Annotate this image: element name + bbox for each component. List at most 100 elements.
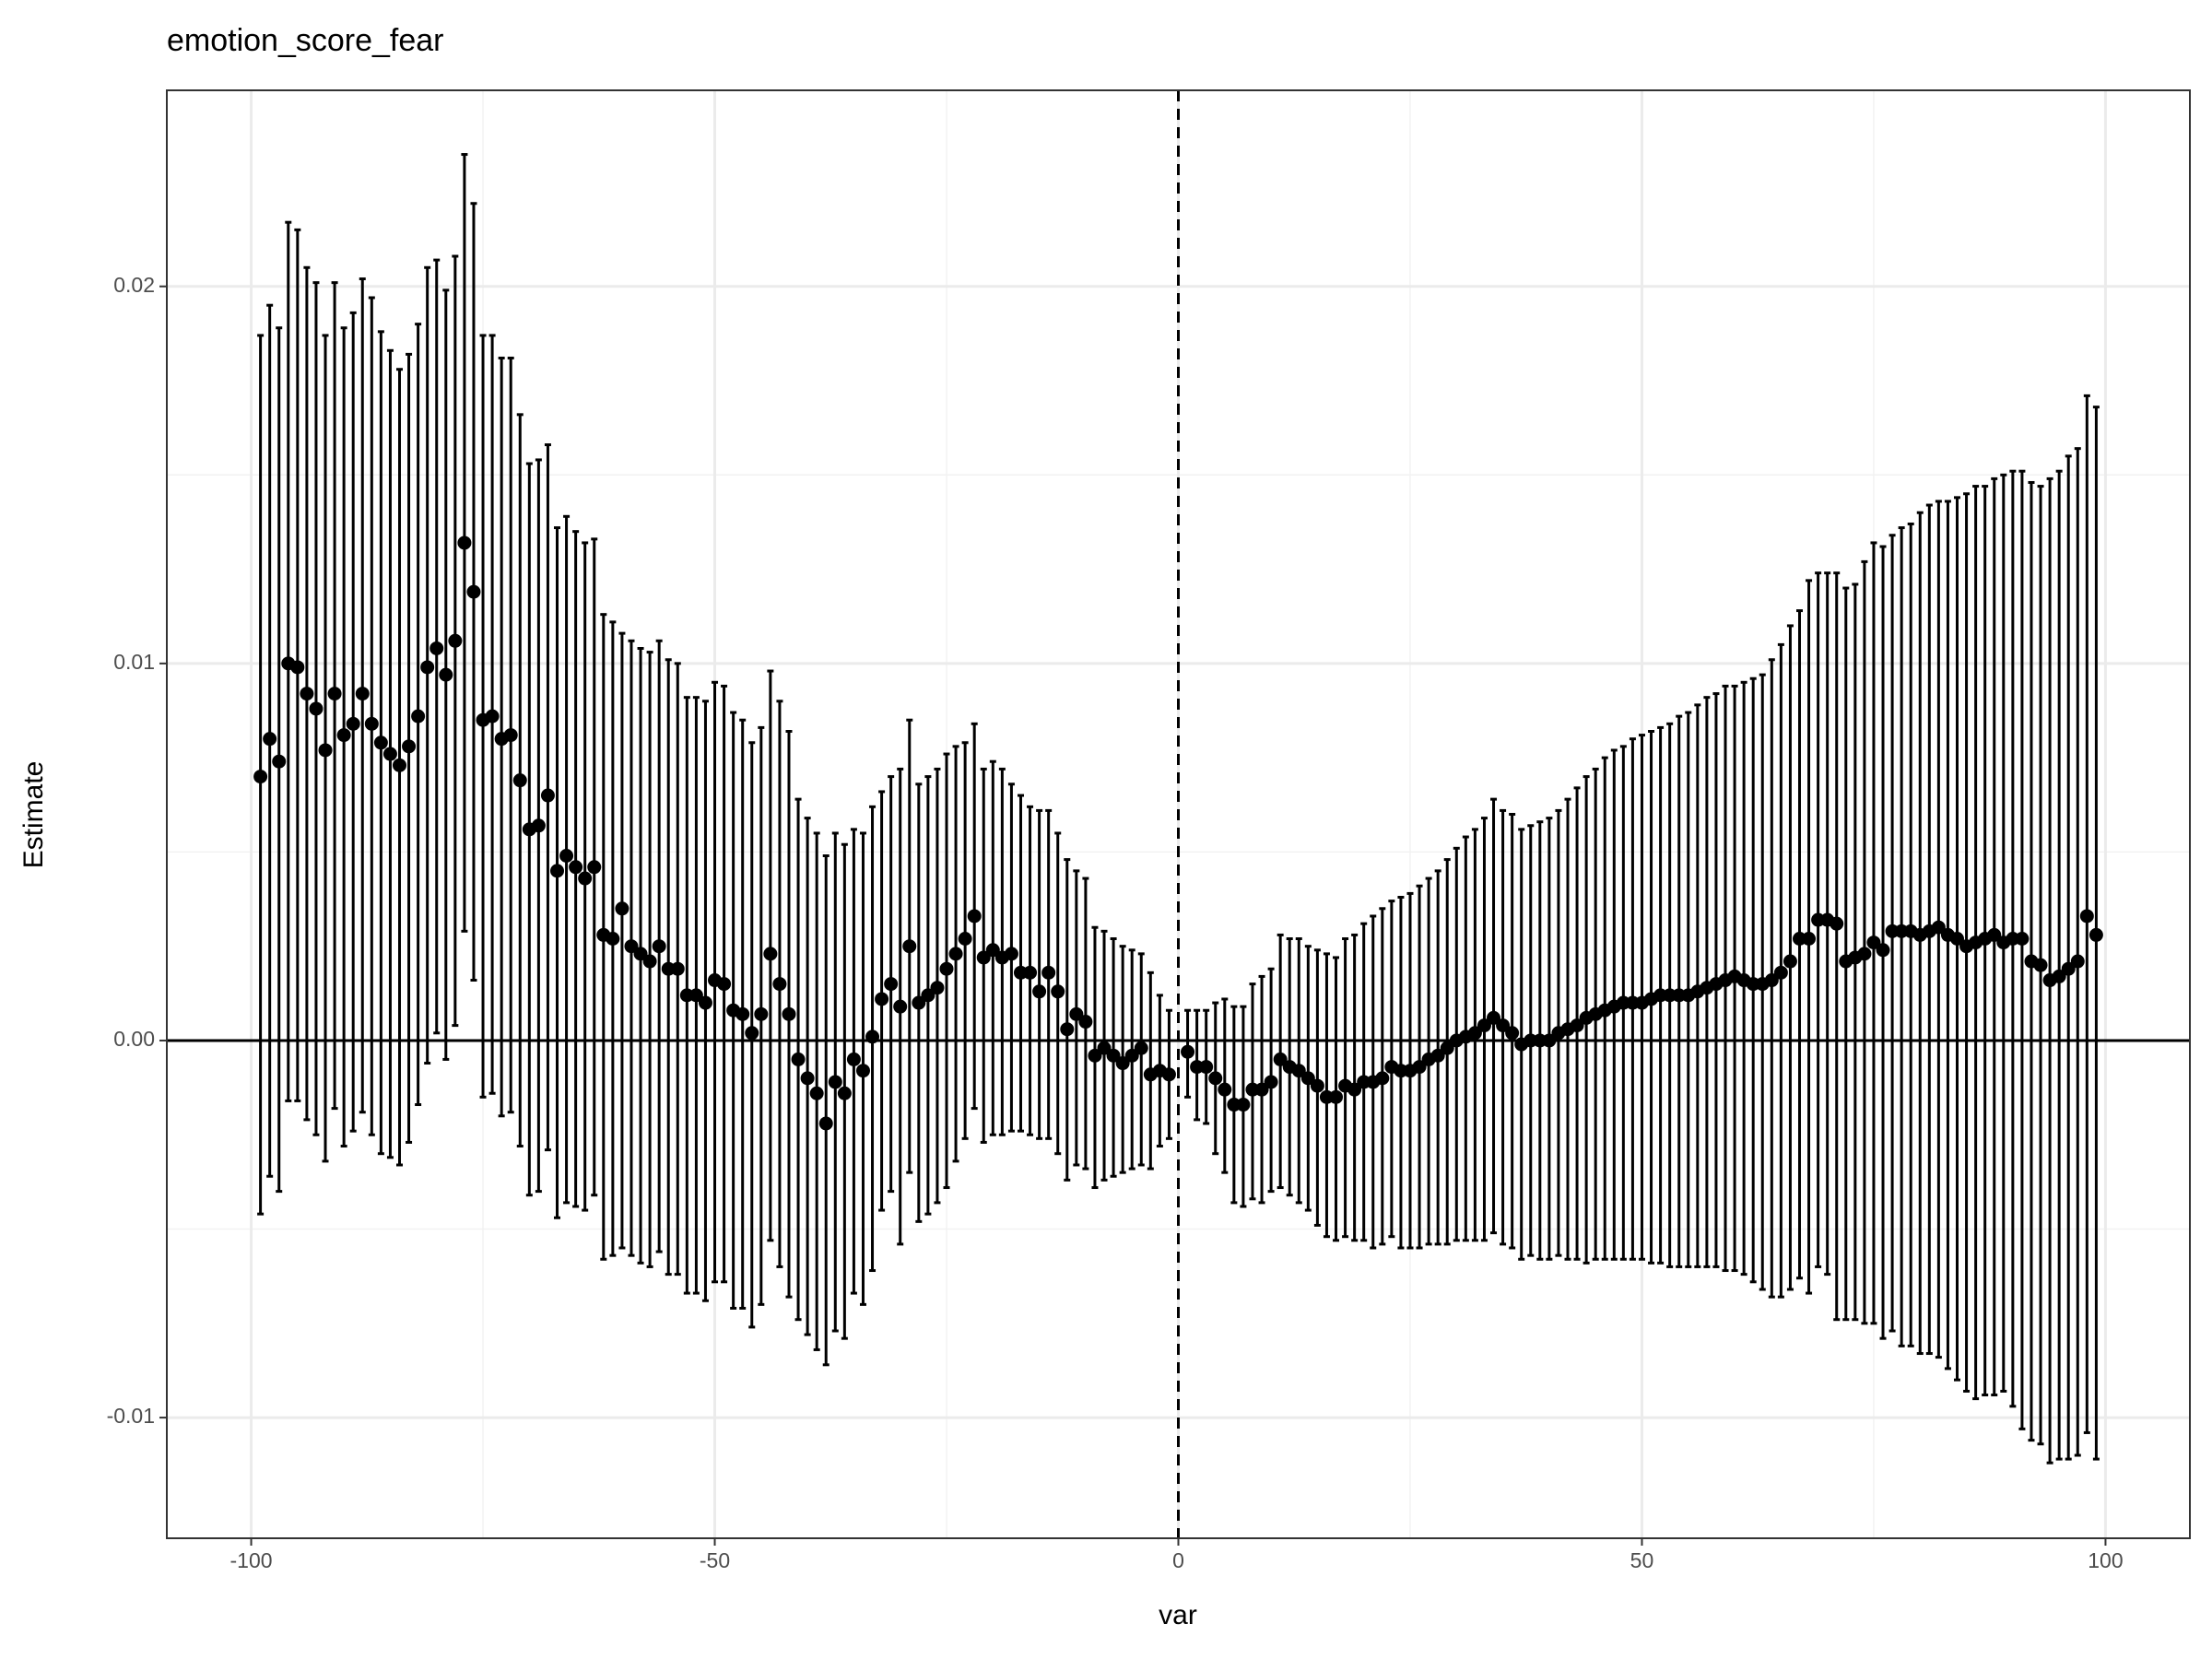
point: [1329, 1089, 1344, 1104]
point: [503, 728, 518, 743]
y-tick-label: 0.01: [113, 650, 155, 674]
point: [670, 961, 685, 976]
point: [569, 860, 583, 875]
point: [1950, 932, 1965, 947]
point: [2070, 954, 2085, 969]
error-bar: [1870, 541, 1877, 1325]
point: [633, 947, 648, 961]
point: [1078, 1015, 1093, 1030]
point: [865, 1030, 880, 1044]
point: [624, 939, 639, 954]
point: [884, 977, 899, 992]
point: [253, 770, 268, 784]
point: [791, 1052, 806, 1066]
point: [809, 1086, 824, 1100]
point: [1487, 1010, 1501, 1025]
point: [1134, 1041, 1148, 1055]
point: [642, 954, 657, 969]
error-bar: [2000, 473, 2007, 1393]
point: [559, 849, 574, 864]
point: [2015, 932, 2030, 947]
error-bar: [1137, 952, 1145, 1167]
point: [1254, 1082, 1269, 1097]
point: [606, 932, 620, 947]
point: [392, 758, 406, 772]
point: [1273, 1052, 1288, 1066]
point: [263, 732, 277, 747]
x-tick-label: -100: [230, 1548, 273, 1572]
point: [615, 901, 629, 916]
point: [309, 701, 324, 716]
point: [466, 584, 481, 599]
error-bar: [1861, 559, 1868, 1325]
error-bar: [2074, 447, 2081, 1457]
point: [912, 995, 926, 1010]
error-bar: [2055, 469, 2063, 1461]
marks: [167, 90, 2190, 1538]
point: [921, 988, 935, 1003]
x-tick-label: 0: [1172, 1548, 1184, 1572]
point: [1802, 932, 1817, 947]
point: [1069, 1006, 1084, 1021]
point: [290, 660, 305, 675]
point: [1300, 1071, 1315, 1086]
point: [1505, 1026, 1520, 1041]
point: [1412, 1060, 1427, 1075]
x-tick-label: 50: [1630, 1548, 1654, 1572]
point: [1264, 1075, 1278, 1089]
point: [420, 660, 435, 675]
point: [1004, 947, 1018, 961]
point: [1181, 1044, 1195, 1059]
error-bar: [1064, 858, 1071, 1182]
point: [1764, 973, 1779, 988]
point: [1115, 1056, 1130, 1071]
point: [735, 1006, 750, 1021]
point: [373, 735, 388, 750]
error-bar: [1017, 794, 1024, 1133]
point: [318, 743, 333, 758]
axes: -100 -50 0 50 100 -0.01 0.00 0.01 0.02: [107, 273, 2124, 1572]
point: [800, 1071, 815, 1086]
error-bar: [2046, 477, 2053, 1465]
point: [846, 1052, 861, 1066]
point: [1032, 984, 1047, 999]
point: [1051, 984, 1065, 999]
point: [1570, 1018, 1584, 1033]
point: [967, 909, 982, 924]
x-tick-label: -50: [700, 1548, 730, 1572]
point: [976, 950, 991, 965]
point: [652, 939, 666, 954]
point: [1430, 1048, 1445, 1063]
error-bar: [618, 631, 626, 1250]
point: [346, 716, 360, 731]
point: [2033, 958, 2048, 972]
point: [782, 1006, 796, 1021]
point: [355, 687, 370, 701]
point: [1857, 947, 1872, 961]
point: [1440, 1041, 1454, 1055]
point: [327, 687, 342, 701]
point: [2079, 909, 2094, 924]
point: [1477, 1018, 1491, 1033]
point: [875, 992, 889, 1006]
point: [512, 773, 527, 788]
point: [2052, 969, 2066, 983]
point: [411, 709, 426, 724]
point: [717, 977, 732, 992]
x-axis-label: var: [1159, 1600, 1197, 1630]
point: [1023, 965, 1038, 980]
point: [1208, 1071, 1223, 1086]
point: [902, 939, 917, 954]
error-bar: [1842, 586, 1850, 1322]
point: [698, 995, 712, 1010]
point: [1088, 1048, 1102, 1063]
point: [1097, 1041, 1112, 1055]
point: [1161, 1067, 1176, 1082]
point: [1310, 1078, 1324, 1093]
point: [1218, 1082, 1232, 1097]
point: [1866, 935, 1881, 950]
point: [818, 1116, 833, 1131]
y-tick-label: 0.02: [113, 273, 155, 297]
point: [754, 1006, 769, 1021]
